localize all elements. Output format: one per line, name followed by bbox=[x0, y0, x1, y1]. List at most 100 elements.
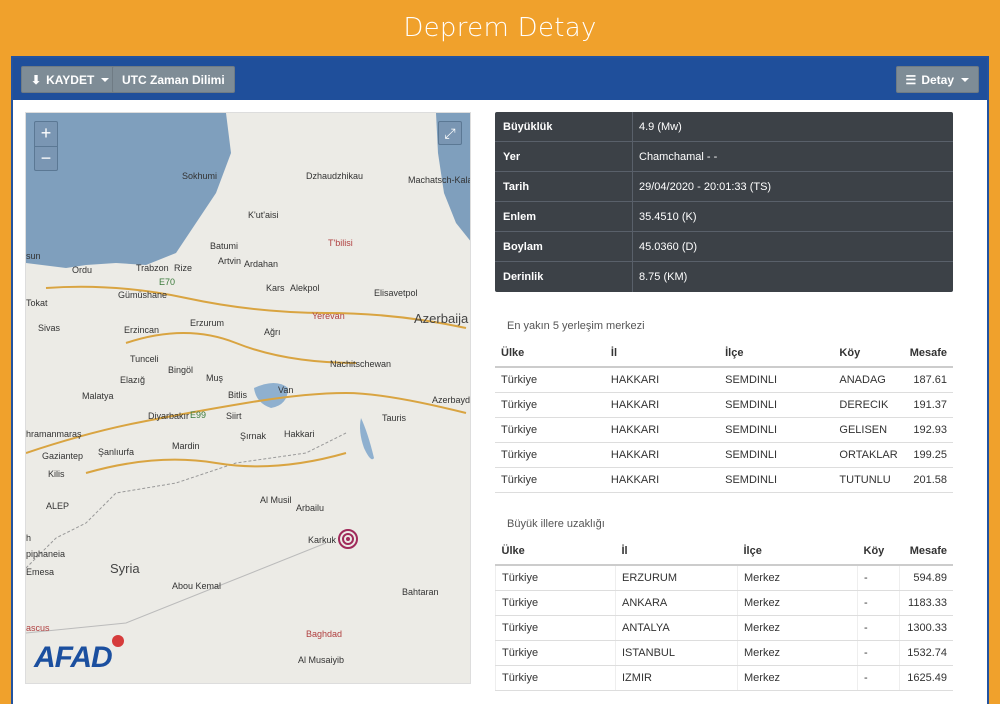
cell: HAKKARI bbox=[604, 442, 720, 468]
cell: Türkiye bbox=[495, 467, 605, 493]
map-label: Trabzon bbox=[136, 263, 169, 273]
map-label: Gümüshane bbox=[118, 290, 168, 300]
info-key: Tarih bbox=[495, 172, 633, 201]
map-label: Machatsch-Kala bbox=[408, 175, 471, 185]
cell: Merkez bbox=[737, 565, 858, 591]
save-button-label: KAYDET bbox=[46, 72, 95, 87]
cell: SEMDINLI bbox=[719, 392, 834, 418]
table-row: Türkiye HAKKARI SEMDINLI ANADAG 187.61 bbox=[495, 367, 953, 393]
map-label: Muş bbox=[206, 373, 224, 383]
cell: Merkez bbox=[737, 640, 858, 666]
chevron-down-icon bbox=[101, 77, 110, 82]
map-label: Azerbayd bbox=[432, 395, 471, 405]
cell: HAKKARI bbox=[604, 367, 720, 393]
map-label: Bingöl bbox=[168, 365, 194, 375]
table-header-row: Ülke İl İlçe Köy Mesafe bbox=[495, 537, 953, 566]
cell: 1532.74 bbox=[899, 640, 953, 666]
column-header: Mesafe bbox=[899, 537, 953, 566]
epicenter-marker[interactable] bbox=[338, 529, 358, 549]
map-label: Ağrı bbox=[264, 327, 281, 337]
map-label: Artvin bbox=[218, 256, 242, 266]
utc-button-label: UTC Zaman Dilimi bbox=[122, 72, 225, 87]
save-button[interactable]: ⬇ KAYDET bbox=[21, 66, 120, 93]
cell: Türkiye bbox=[495, 392, 605, 418]
info-value: 35.4510 (K) bbox=[639, 210, 697, 223]
info-row-longitude: Boylam 45.0360 (D) bbox=[495, 232, 953, 262]
cell: 199.25 bbox=[903, 442, 953, 468]
info-row-depth: Derinlik 8.75 (KM) bbox=[495, 262, 953, 292]
cell: 1183.33 bbox=[899, 590, 953, 616]
column-header: İlçe bbox=[737, 537, 858, 566]
map-label: K'ut'aisi bbox=[248, 210, 279, 220]
cell: SEMDINLI bbox=[719, 417, 834, 443]
nearest-settlements-title: En yakın 5 yerleşim merkezi bbox=[507, 320, 645, 332]
column-header: Ülke bbox=[495, 537, 616, 566]
chevron-down-icon bbox=[961, 77, 969, 82]
map-label: Erzurum bbox=[190, 318, 225, 328]
nearest-settlements-table: Ülke İl İlçe Köy Mesafe Türkiye HAKKARI … bbox=[495, 339, 953, 493]
cell: - bbox=[857, 565, 900, 591]
info-key: Boylam bbox=[495, 232, 633, 261]
map-label: Ordu bbox=[72, 265, 93, 275]
table-row: Türkiye ANTALYA Merkez - 1300.33 bbox=[495, 615, 953, 641]
cell: - bbox=[857, 590, 900, 616]
cell: 192.93 bbox=[903, 417, 953, 443]
column-header: Köy bbox=[833, 339, 904, 368]
list-icon: ☰ bbox=[905, 72, 917, 87]
table-row: Türkiye ISTANBUL Merkez - 1532.74 bbox=[495, 640, 953, 666]
info-key: Yer bbox=[495, 142, 633, 171]
map-label: Elazığ bbox=[120, 375, 146, 385]
column-header: İlçe bbox=[719, 339, 834, 368]
map-label: ascus bbox=[26, 623, 50, 633]
cell: 1625.49 bbox=[899, 665, 953, 691]
zoom-in-button[interactable]: + bbox=[40, 123, 52, 143]
table-row: Türkiye HAKKARI SEMDINLI ORTAKLAR 199.25 bbox=[495, 442, 953, 468]
cell: - bbox=[857, 665, 900, 691]
info-value: 45.0360 (D) bbox=[639, 240, 698, 253]
cell: TUTUNLU bbox=[833, 467, 904, 493]
cell: HAKKARI bbox=[604, 467, 720, 493]
map-label: Mardin bbox=[172, 441, 200, 451]
cell: Merkez bbox=[737, 615, 858, 641]
table-row: Türkiye ERZURUM Merkez - 594.89 bbox=[495, 565, 953, 591]
map-label: Erzincan bbox=[124, 325, 160, 335]
map-label: Tunceli bbox=[130, 354, 159, 364]
map-label: sun bbox=[26, 251, 41, 261]
map-label: Alekpol bbox=[290, 283, 320, 293]
column-header: Köy bbox=[857, 537, 900, 566]
map-label: Arbailu bbox=[296, 503, 325, 513]
table-row: Türkiye HAKKARI SEMDINLI TUTUNLU 201.58 bbox=[495, 467, 953, 493]
earthquake-map[interactable]: Sokhumi Dzhaudzhikau Machatsch-Kala K'ut… bbox=[25, 112, 471, 684]
map-label: piphaneia bbox=[26, 549, 66, 559]
detail-menu-button[interactable]: ☰ Detay bbox=[895, 66, 979, 93]
map-label: Batumi bbox=[210, 241, 239, 251]
map-label: Rize bbox=[174, 263, 193, 273]
info-row-magnitude: Büyüklük 4.9 (Mw) bbox=[495, 112, 953, 142]
cell: DERECIK bbox=[833, 392, 904, 418]
map-label: Diyarbakır bbox=[148, 411, 190, 421]
turkish-flag-icon bbox=[112, 635, 124, 647]
cell: HAKKARI bbox=[604, 417, 720, 443]
cell: Türkiye bbox=[495, 640, 616, 666]
map-label: Elisavetpol bbox=[374, 288, 418, 298]
zoom-out-button[interactable]: − bbox=[35, 146, 57, 170]
fullscreen-button[interactable]: ⤢ bbox=[438, 121, 462, 145]
map-label: Al Musaiyib bbox=[298, 655, 345, 665]
black-sea bbox=[26, 113, 231, 268]
info-value: 4.9 (Mw) bbox=[639, 120, 682, 133]
cell: GELISEN bbox=[833, 417, 904, 443]
map-label: Kilis bbox=[48, 469, 65, 479]
info-value: Chamchamal - - bbox=[639, 150, 718, 163]
cell: ISTANBUL bbox=[615, 640, 738, 666]
cell: ANADAG bbox=[833, 367, 904, 393]
map-label: Şırnak bbox=[240, 431, 267, 441]
cell: SEMDINLI bbox=[719, 442, 834, 468]
info-value: 8.75 (KM) bbox=[639, 271, 688, 283]
info-row-date: Tarih 29/04/2020 - 20:01:33 (TS) bbox=[495, 172, 953, 202]
map-label: T'bilisi bbox=[328, 238, 353, 248]
utc-timezone-button[interactable]: UTC Zaman Dilimi bbox=[112, 66, 235, 93]
cell: Türkiye bbox=[495, 565, 616, 591]
map-label: Gaziantep bbox=[42, 451, 84, 461]
cell: 201.58 bbox=[903, 467, 953, 493]
map-label: Hakkari bbox=[284, 429, 315, 439]
